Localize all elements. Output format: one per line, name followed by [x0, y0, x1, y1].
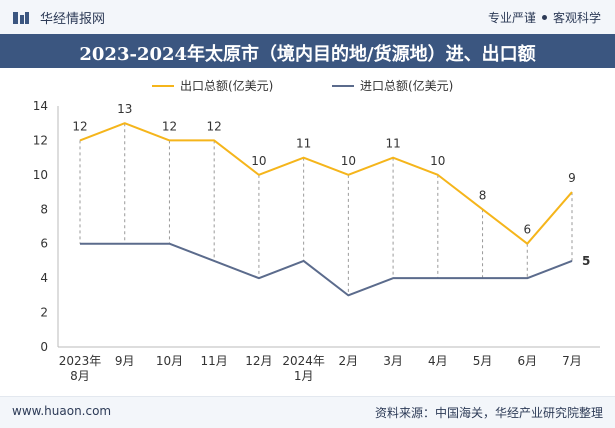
x-tick-label: 8月: [70, 369, 90, 383]
export-data-label: 12: [72, 119, 87, 133]
x-tick-label: 3月: [383, 354, 403, 368]
y-tick-label: 10: [33, 168, 48, 182]
x-tick-label: 9月: [115, 354, 135, 368]
footer-website: www.huaon.com: [12, 404, 112, 418]
series-lines: [79, 122, 573, 297]
chart-title: 2023-2024年太原市（境内目的地/货源地）进、出口额: [79, 44, 536, 65]
x-tick-label: 12月: [245, 354, 272, 368]
x-tick-label: 10月: [156, 354, 183, 368]
tag-objective: 客观科学: [552, 11, 601, 25]
y-tick-label: 4: [40, 271, 48, 285]
top-bar: 华经情报网 专业严谨 客观科学: [0, 0, 615, 35]
tag-professional: 专业严谨: [487, 11, 536, 25]
export-data-label: 13: [117, 102, 132, 116]
series-line-0: [79, 122, 573, 245]
brand-name: 华经情报网: [40, 12, 106, 27]
export-data-label: 8: [479, 188, 487, 202]
y-tick-label: 2: [40, 306, 48, 320]
legend-label-1: 进口总额(亿美元): [360, 78, 453, 93]
export-data-label: 10: [341, 154, 356, 168]
y-tick-label: 12: [33, 133, 48, 147]
x-tick-label: 2023年: [59, 354, 102, 368]
header-tags: 专业严谨 客观科学: [488, 9, 601, 26]
export-data-label: 10: [251, 154, 266, 168]
x-tick-label: 7月: [562, 354, 582, 368]
x-tick-label: 11月: [201, 354, 228, 368]
y-tick-label: 8: [40, 202, 48, 216]
x-tick-label: 2024年: [282, 354, 325, 368]
y-tick-label: 0: [40, 340, 48, 354]
export-data-label: 12: [162, 119, 177, 133]
export-data-label: 12: [207, 119, 222, 133]
drop-lines: [79, 123, 573, 296]
import-data-label: 5: [582, 254, 590, 268]
legend-label-0: 出口总额(亿美元): [180, 78, 273, 93]
export-data-label: 9: [568, 171, 576, 185]
y-tick-label: 14: [33, 99, 48, 113]
y-tick-label: 6: [40, 237, 48, 251]
x-tick-label: 2月: [339, 354, 359, 368]
series-line-1: [80, 242, 573, 297]
data-labels: 12 13 12 12 10 11 10 11 10 8 6 9 5: [72, 102, 590, 268]
title-bar: 2023-2024年太原市（境内目的地/货源地）进、出口额: [0, 34, 615, 68]
logo-icon: [13, 12, 29, 24]
footer-bar: www.huaon.com 资料来源：中国海关，华经产业研究院整理: [0, 396, 615, 428]
legend: 出口总额(亿美元) 进口总额(亿美元): [152, 78, 453, 93]
separator-dot-icon: [541, 15, 547, 20]
export-data-label: 10: [430, 154, 445, 168]
footer-source: 资料来源：中国海关，华经产业研究院整理: [374, 406, 603, 420]
x-tick-label: 5月: [473, 354, 493, 368]
export-data-label: 11: [296, 137, 311, 151]
x-tick-label: 6月: [517, 354, 537, 368]
x-tick-label: 1月: [294, 369, 314, 383]
x-tick-label: 4月: [428, 354, 448, 368]
export-data-label: 6: [523, 223, 531, 237]
export-data-label: 11: [385, 137, 400, 151]
